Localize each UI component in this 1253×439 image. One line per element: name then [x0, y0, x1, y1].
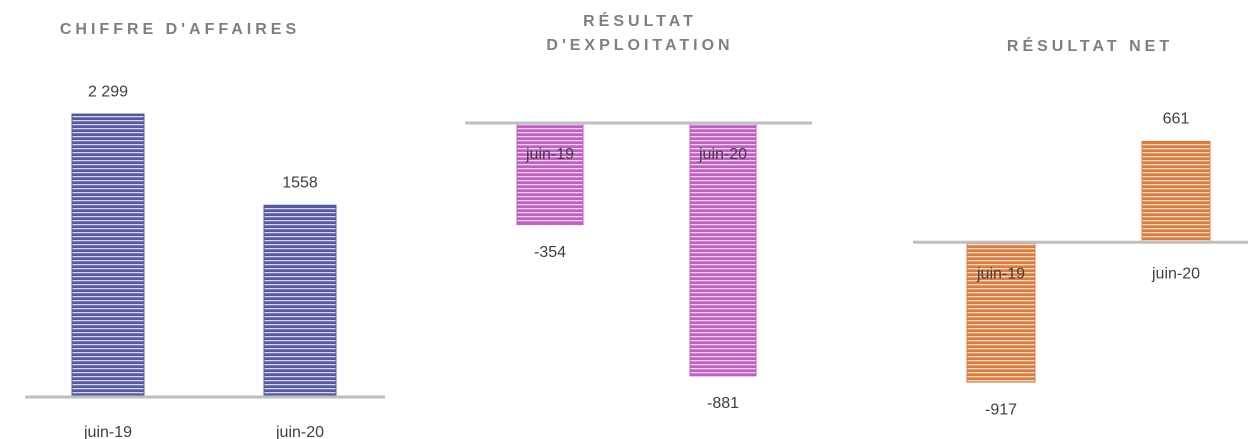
x-tick-label: juin-19: [525, 146, 574, 163]
bar: [1141, 140, 1211, 243]
x-tick-label: juin-20: [275, 424, 324, 439]
data-label: -917: [985, 401, 1017, 418]
bar: [516, 122, 584, 226]
x-tick-label: juin-20: [1151, 265, 1200, 282]
x-tick-label: juin-19: [976, 265, 1025, 282]
bar: [263, 204, 337, 398]
data-label: 2 299: [88, 83, 128, 100]
bar: [689, 122, 757, 377]
data-label: 661: [1163, 111, 1190, 128]
x-tick-label: juin-20: [698, 146, 747, 163]
chart-title: CHIFFRE D'AFFAIRES: [59, 21, 301, 38]
data-label: -881: [707, 395, 739, 412]
data-label: -354: [534, 244, 566, 261]
bar: [966, 241, 1036, 383]
chart-title: RÉSULTAT D'EXPLOITATION: [546, 13, 734, 54]
data-label: 1558: [282, 174, 318, 191]
bar: [71, 113, 145, 398]
chart-title: RÉSULTAT NET: [1006, 38, 1174, 55]
x-tick-label: juin-19: [83, 424, 132, 439]
